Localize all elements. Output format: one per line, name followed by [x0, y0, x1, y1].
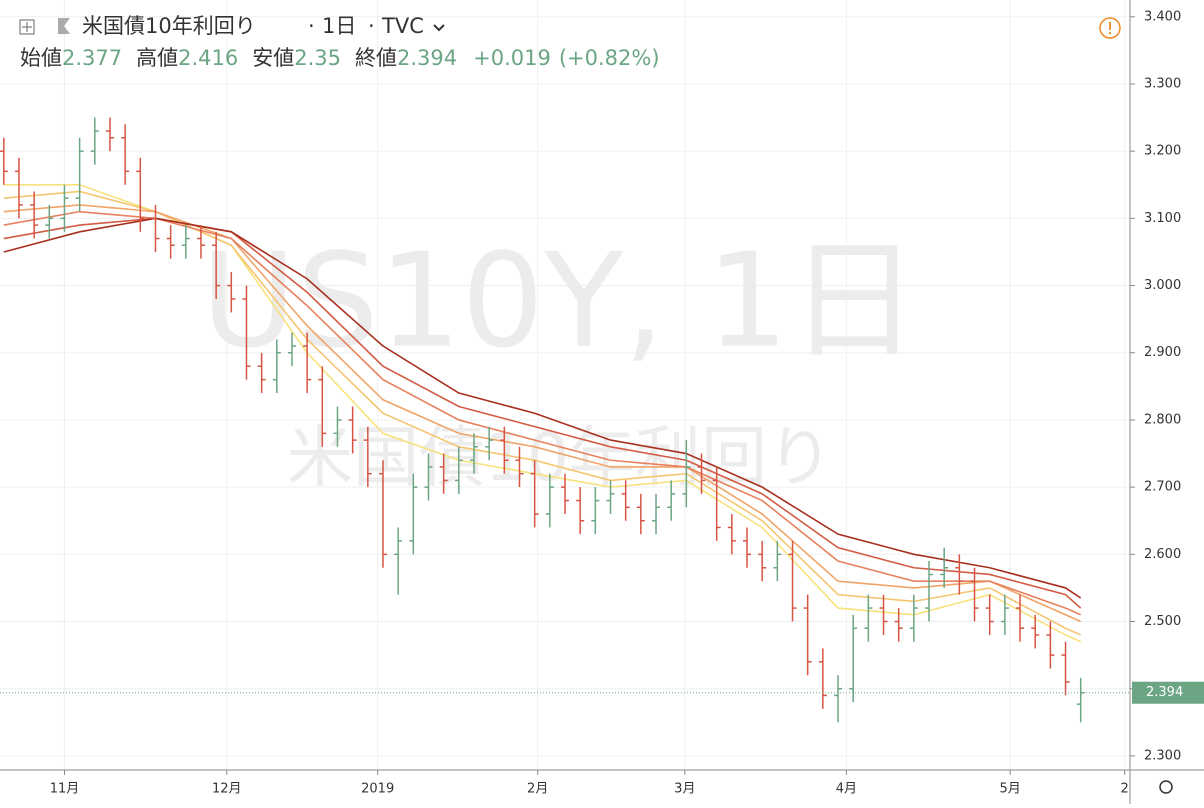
ohlc-line: 始値2.377 高値2.416 安値2.35 終値2.394 +0.019 (+0.82%…: [20, 46, 660, 70]
icon[interactable]: [19, 19, 35, 35]
x-tick-label: 5月: [1000, 782, 1021, 797]
y-tick-label: 3.100: [1144, 211, 1181, 226]
x-tick-label: 2月: [527, 782, 548, 797]
settings-icon[interactable]: [1159, 780, 1173, 794]
watermark: US10Y, 1日: [201, 225, 919, 377]
icon: [22, 22, 32, 32]
moving-average: [3, 217, 1082, 599]
x-tick-label: 12月: [212, 782, 242, 797]
change-pct: (+0.82%): [559, 46, 660, 70]
x-tick-label: 2: [1121, 782, 1129, 797]
watermark-sub: 米国債10年利回り: [287, 419, 833, 496]
dot: ·: [368, 14, 375, 38]
y-tick-label: 2.900: [1144, 345, 1181, 360]
flag[interactable]: [58, 18, 70, 34]
alert-icon[interactable]: [1099, 17, 1121, 39]
time-axis: [0, 770, 1204, 804]
y-tick-label: 2.600: [1144, 547, 1181, 562]
y-tick-label: 2.500: [1144, 614, 1181, 629]
y-tick-label: 2.700: [1144, 480, 1181, 495]
price-axis: [1130, 0, 1204, 804]
axes-layer: 2.3002.4002.5002.6002.7002.8002.9003.000…: [50, 9, 1204, 797]
x-tick-label: 3月: [674, 782, 695, 797]
dropdown[interactable]: [433, 24, 445, 32]
interval: 1日: [322, 14, 356, 38]
y-tick-label: 2.800: [1144, 412, 1181, 427]
value: 2.394: [397, 46, 457, 70]
label: 安値: [252, 46, 294, 70]
y-tick-label: 3.300: [1144, 76, 1181, 91]
value: 2.377: [62, 46, 122, 70]
plot-layer: [0, 117, 1130, 723]
label: 終値: [355, 46, 397, 70]
source: TVC: [381, 14, 424, 38]
value: 2.416: [178, 46, 238, 70]
y-tick-label: 3.000: [1144, 278, 1181, 293]
y-tick-label: 2.300: [1144, 748, 1181, 763]
y-tick-label: 3.200: [1144, 144, 1181, 159]
y-tick-label: 3.400: [1144, 9, 1181, 24]
symbol: 米国債10年利回り: [82, 14, 256, 38]
x-tick-label: 4月: [836, 782, 857, 797]
last-price-label: 2.394: [1146, 685, 1183, 700]
last-price-tag: [1132, 681, 1204, 704]
grid-layer: [0, 0, 1130, 770]
change: +0.019: [473, 46, 551, 70]
moving-average: [3, 210, 1082, 616]
label: 高値: [136, 46, 178, 70]
dot: ·: [308, 14, 315, 38]
label: 始値: [20, 46, 62, 70]
value: 2.35: [294, 46, 341, 70]
x-tick-label: 2019: [361, 782, 394, 797]
x-tick-label: 11月: [50, 782, 80, 797]
